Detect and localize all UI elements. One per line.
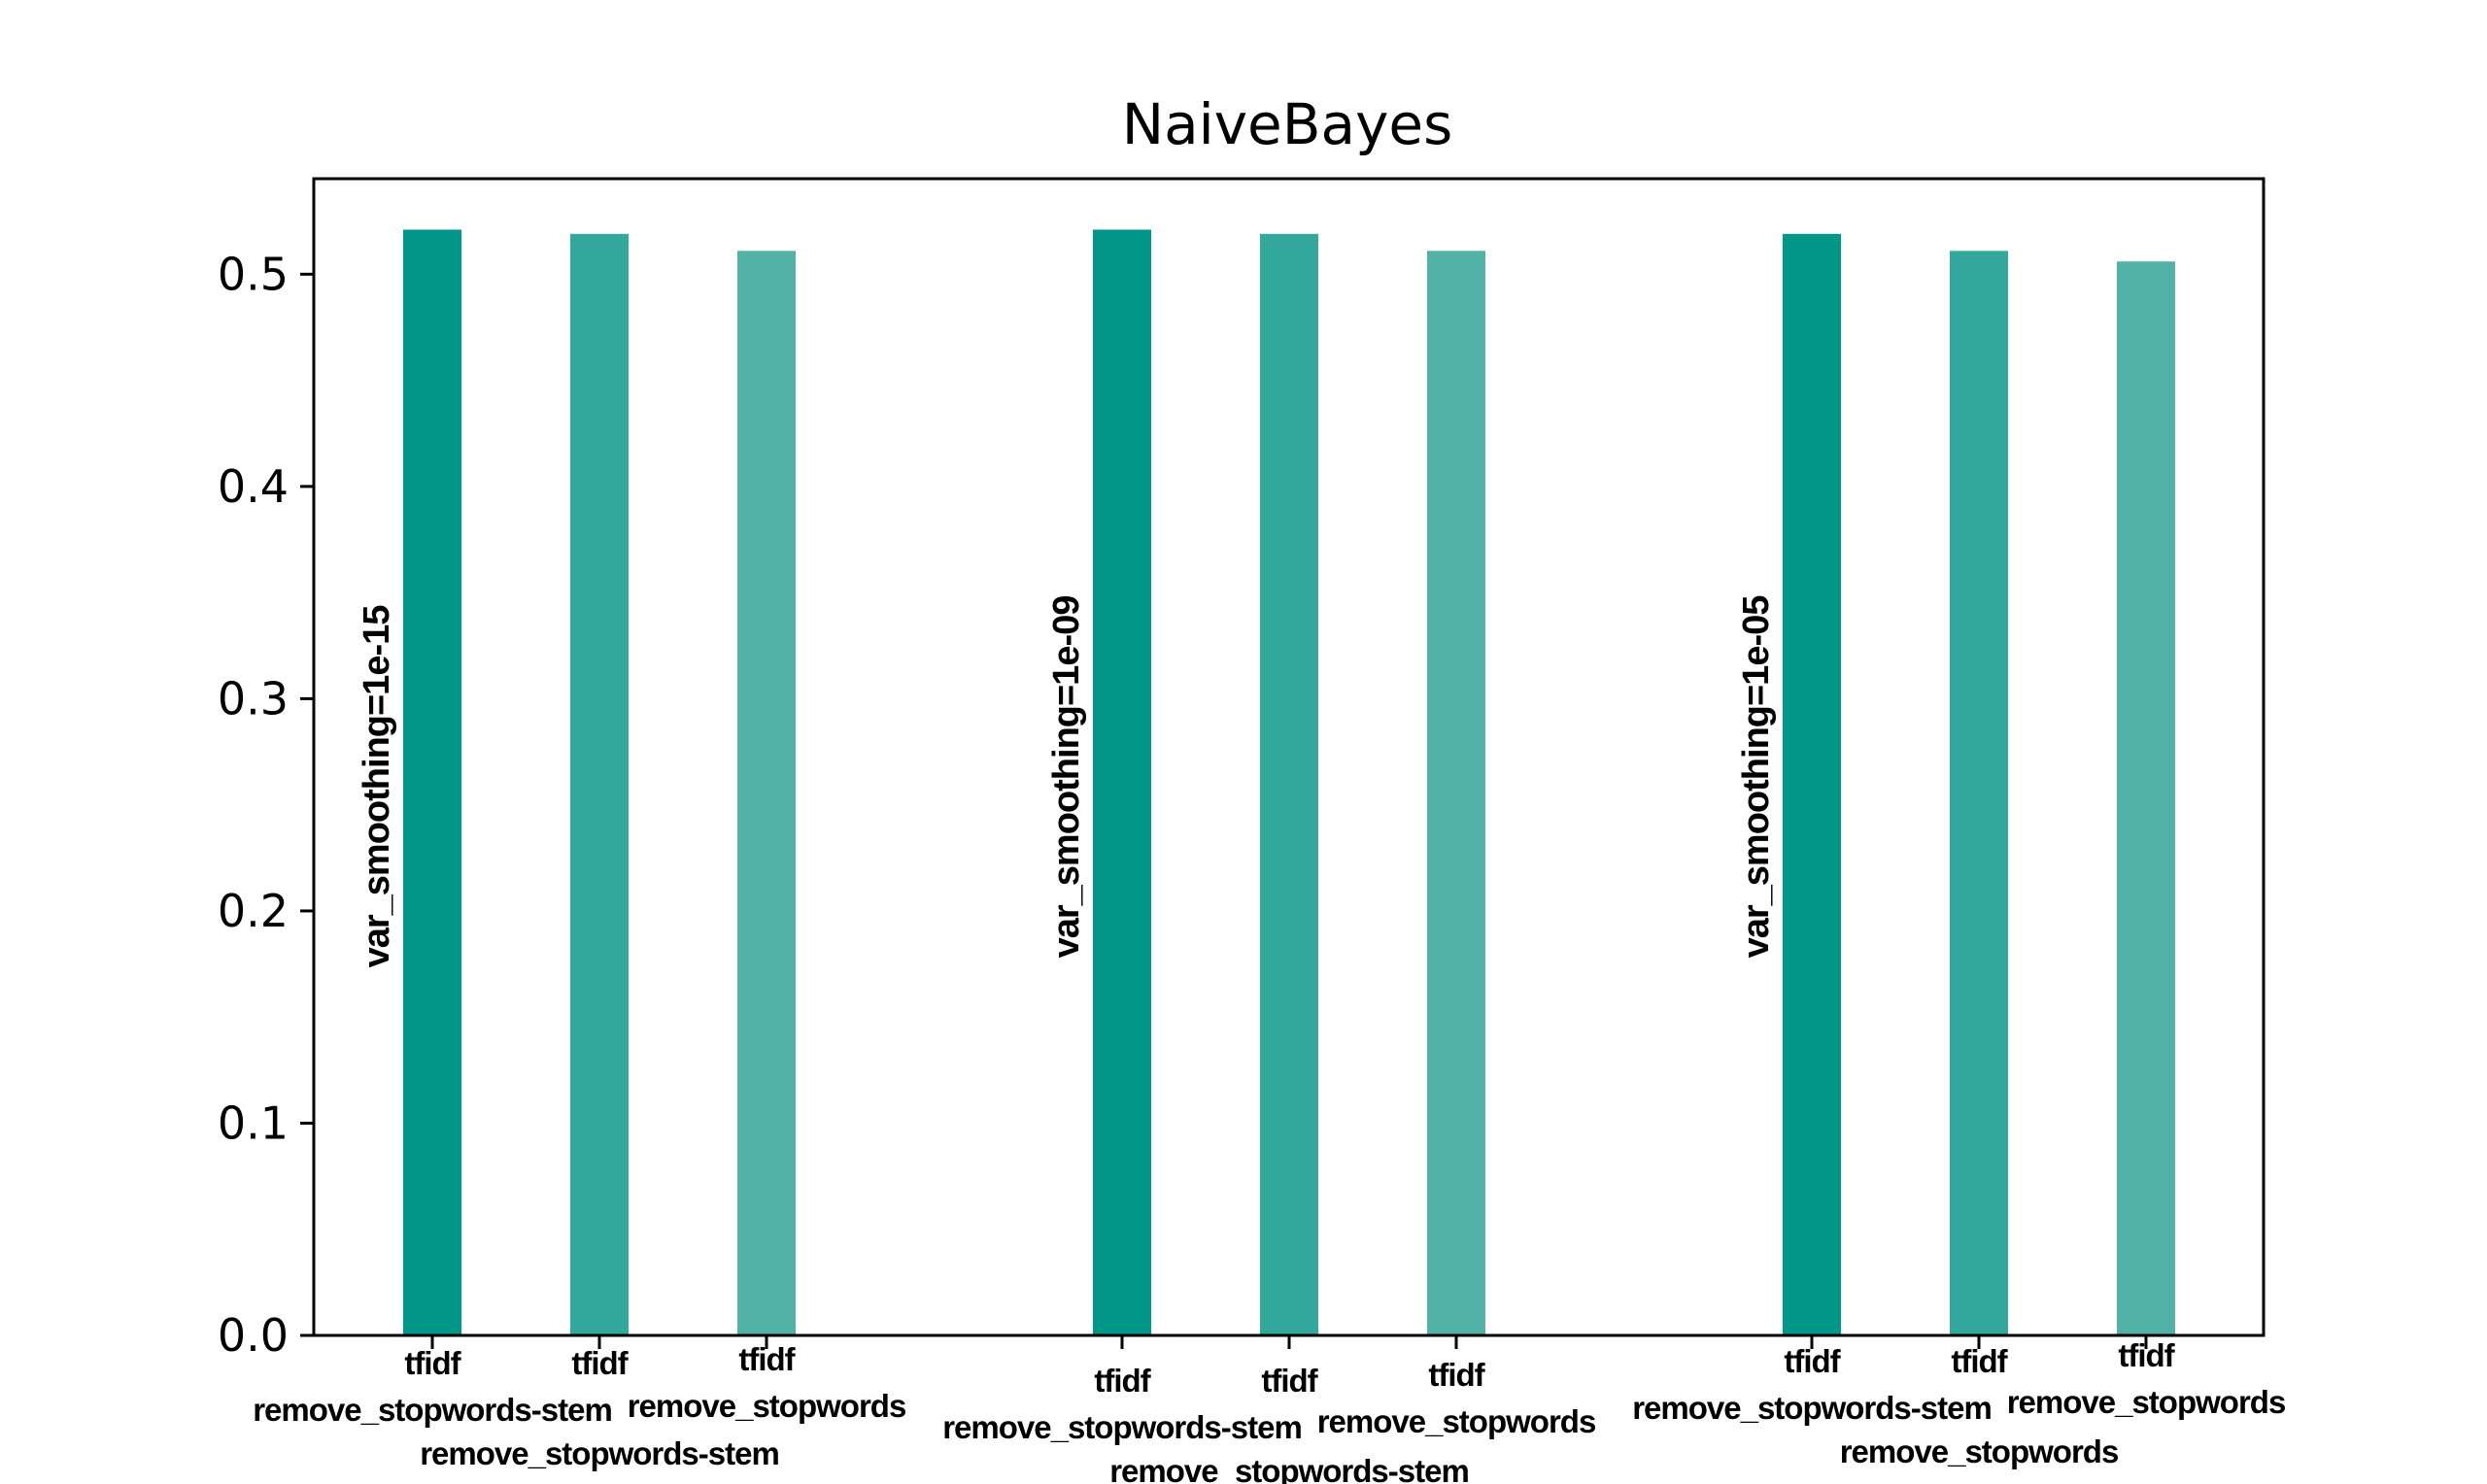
group-annotation: var_smoothing=1e-09 [1046, 596, 1087, 959]
x-tick-label-line2: remove_stopwords [628, 1388, 906, 1424]
bar [1427, 251, 1485, 1335]
y-tick-label: 0.4 [218, 460, 289, 513]
x-tick-label-line2: remove_stopwords-stem [420, 1435, 779, 1471]
x-tick-label-line2: remove_stopwords-stem [942, 1409, 1302, 1445]
x-tick-label-line1: tfidf [1261, 1363, 1318, 1399]
x-tick-label-line1: tfidf [404, 1345, 461, 1381]
x-tick-label-line2: remove_stopwords [2007, 1384, 2286, 1420]
bar [1950, 251, 2008, 1335]
bar [1093, 229, 1151, 1335]
x-tick-label-line2: remove_stopwords-stem [1109, 1453, 1469, 1484]
bar [1260, 233, 1318, 1335]
x-tick-label-line1: tfidf [1094, 1363, 1151, 1399]
chart-title: NaiveBayes [1122, 91, 1453, 157]
group-annotation: var_smoothing=1e-15 [357, 605, 397, 968]
bar [403, 229, 461, 1335]
x-axis: tfidf remove_stopwords-stem tfidf remove_st… [253, 1335, 2286, 1484]
x-tick-label-line1: tfidf [2118, 1337, 2175, 1373]
y-tick-label: 0.3 [218, 672, 289, 725]
annotations-layer: var_smoothing=1e-15 var_smoothing=1e-09 va… [357, 595, 1777, 968]
plot-frame [312, 177, 2266, 1337]
x-tick-label-line1: tfidf [1951, 1343, 2008, 1379]
y-tick-label: 0.2 [218, 885, 289, 937]
bars-layer [403, 229, 2175, 1335]
x-tick-label-line1: tfidf [738, 1341, 796, 1377]
y-axis: 0.0 0.1 0.2 0.3 0.4 0.5 [218, 248, 314, 1362]
bar [2117, 261, 2175, 1335]
x-tick-label-line2: remove_stopwords-stem [253, 1392, 612, 1428]
bar [1783, 233, 1841, 1335]
y-tick-label: 0.0 [218, 1309, 289, 1362]
y-tick-label: 0.1 [218, 1096, 289, 1149]
x-tick-label-line2: remove_stopwords [1317, 1403, 1596, 1439]
group-annotation: var_smoothing=1e-05 [1736, 595, 1777, 959]
y-tick-label: 0.5 [218, 248, 289, 300]
bar [570, 233, 629, 1335]
x-tick-label-line1: tfidf [571, 1345, 629, 1381]
x-tick-label-line1: tfidf [1784, 1343, 1841, 1379]
x-tick-label-line1: tfidf [1428, 1357, 1485, 1393]
x-tick-label-line2: remove_stopwords-stem [1632, 1390, 1992, 1426]
x-tick-label-line2: remove_stopwords [1840, 1433, 2119, 1469]
bar [737, 251, 796, 1335]
